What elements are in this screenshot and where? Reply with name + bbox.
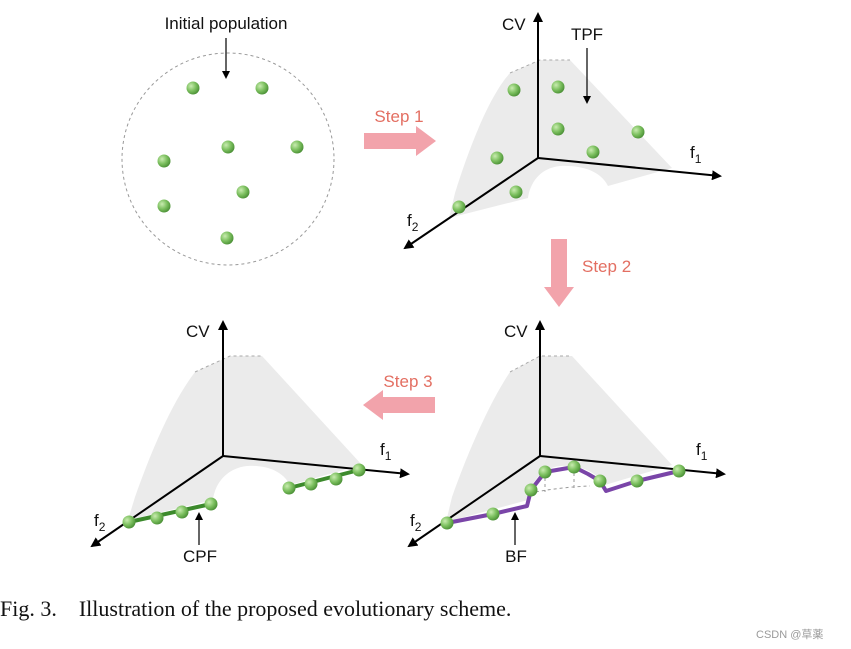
tpf-f1-axis-label: f1	[690, 143, 702, 166]
cpf-point	[204, 497, 218, 511]
bf-panel: CV f1 f2 BF	[407, 320, 726, 566]
bf-guide-curve	[529, 485, 591, 494]
bf-surface	[446, 356, 672, 522]
tpf-point	[586, 145, 600, 159]
tpf-f1-text: f	[690, 143, 695, 162]
cpf-f2-axis	[90, 455, 224, 548]
cpf-surface-edge	[194, 355, 262, 373]
population-point	[157, 154, 171, 168]
bf-label: BF	[505, 547, 527, 566]
step-2-label: Step 2	[582, 257, 631, 276]
tpf-f2-axis	[403, 157, 539, 250]
step-1-arrow	[364, 126, 436, 156]
bf-points	[440, 460, 686, 530]
cpf-point	[329, 472, 343, 486]
cpf-point	[150, 511, 164, 525]
cpf-f1-subscript: 1	[385, 449, 392, 463]
initial-points	[157, 81, 304, 245]
tpf-point	[452, 200, 466, 214]
initial-population-panel: Initial population	[121, 14, 335, 266]
cpf-front-segment-left	[128, 502, 212, 524]
tpf-cv-axis-label: CV	[502, 15, 526, 34]
tpf-f2-axis-label: f2	[407, 211, 419, 234]
cpf-f2-axis-label: f2	[94, 511, 106, 534]
bf-f2-subscript: 2	[415, 520, 422, 534]
figure-caption: Fig. 3. Illustration of the proposed evo…	[0, 596, 512, 621]
cpf-front-segment-right	[288, 468, 360, 490]
bf-f1-axis-label: f1	[696, 440, 708, 463]
tpf-label: TPF	[571, 25, 603, 44]
step-3-arrow	[363, 390, 435, 420]
tpf-point	[507, 83, 521, 97]
tpf-f2-text: f	[407, 211, 412, 230]
tpf-panel: CV f1 f2 TPF	[403, 12, 722, 250]
bf-f1-text: f	[696, 440, 701, 459]
step-3-label: Step 3	[383, 372, 432, 391]
evolutionary-scheme-diagram: Initial population Step 1 CV f1 f2 TPF	[90, 12, 726, 566]
watermark: CSDN @草薬	[756, 629, 824, 641]
tpf-f1-axis	[537, 157, 722, 181]
tpf-point	[551, 80, 565, 94]
tpf-surface-edge	[509, 59, 570, 74]
cpf-f1-text: f	[380, 440, 385, 459]
cpf-surface	[128, 356, 362, 520]
bf-point	[486, 507, 500, 521]
cpf-f2-text: f	[94, 511, 99, 530]
tpf-f1-subscript: 1	[695, 152, 702, 166]
cpf-f1-axis-label: f1	[380, 440, 392, 463]
step-1: Step 1	[364, 107, 436, 156]
initial-population-label: Initial population	[165, 14, 288, 33]
cpf-point	[282, 481, 296, 495]
cpf-point	[352, 463, 366, 477]
tpf-point	[631, 125, 645, 139]
cpf-point	[122, 515, 136, 529]
tpf-surface	[449, 60, 672, 218]
tpf-point	[490, 151, 504, 165]
bf-point	[440, 516, 454, 530]
step-1-label: Step 1	[374, 107, 423, 126]
cpf-f2-subscript: 2	[99, 520, 106, 534]
step-3: Step 3	[363, 372, 435, 420]
population-point	[186, 81, 200, 95]
cpf-point	[175, 505, 189, 519]
cpf-label: CPF	[183, 547, 217, 566]
bf-point	[672, 464, 686, 478]
bf-point	[524, 483, 538, 497]
bf-cv-axis-label: CV	[504, 322, 528, 341]
bf-point	[593, 474, 607, 488]
cpf-point	[304, 477, 318, 491]
population-point	[220, 231, 234, 245]
tpf-points	[452, 80, 645, 214]
cpf-panel: CV f1 f2 CPF	[90, 320, 410, 566]
tpf-point	[551, 122, 565, 136]
step-2: Step 2	[544, 239, 631, 307]
population-point	[157, 199, 171, 213]
bf-point	[630, 474, 644, 488]
bf-point	[538, 465, 552, 479]
population-boundary-circle	[121, 52, 335, 266]
population-point	[236, 185, 250, 199]
tpf-f2-subscript: 2	[412, 220, 419, 234]
cpf-f1-axis	[222, 455, 410, 479]
population-point	[221, 140, 235, 154]
bf-f2-axis	[407, 455, 541, 548]
bf-surface-edge	[509, 355, 572, 373]
bf-point	[567, 460, 581, 474]
cpf-cv-axis-label: CV	[186, 322, 210, 341]
bf-f2-axis-label: f2	[410, 511, 422, 534]
tpf-point	[509, 185, 523, 199]
cpf-points	[122, 463, 366, 529]
population-point	[255, 81, 269, 95]
step-2-arrow	[544, 239, 574, 307]
population-point	[290, 140, 304, 154]
bf-f1-axis	[539, 455, 726, 479]
bf-f2-text: f	[410, 511, 415, 530]
bf-f1-subscript: 1	[701, 449, 708, 463]
